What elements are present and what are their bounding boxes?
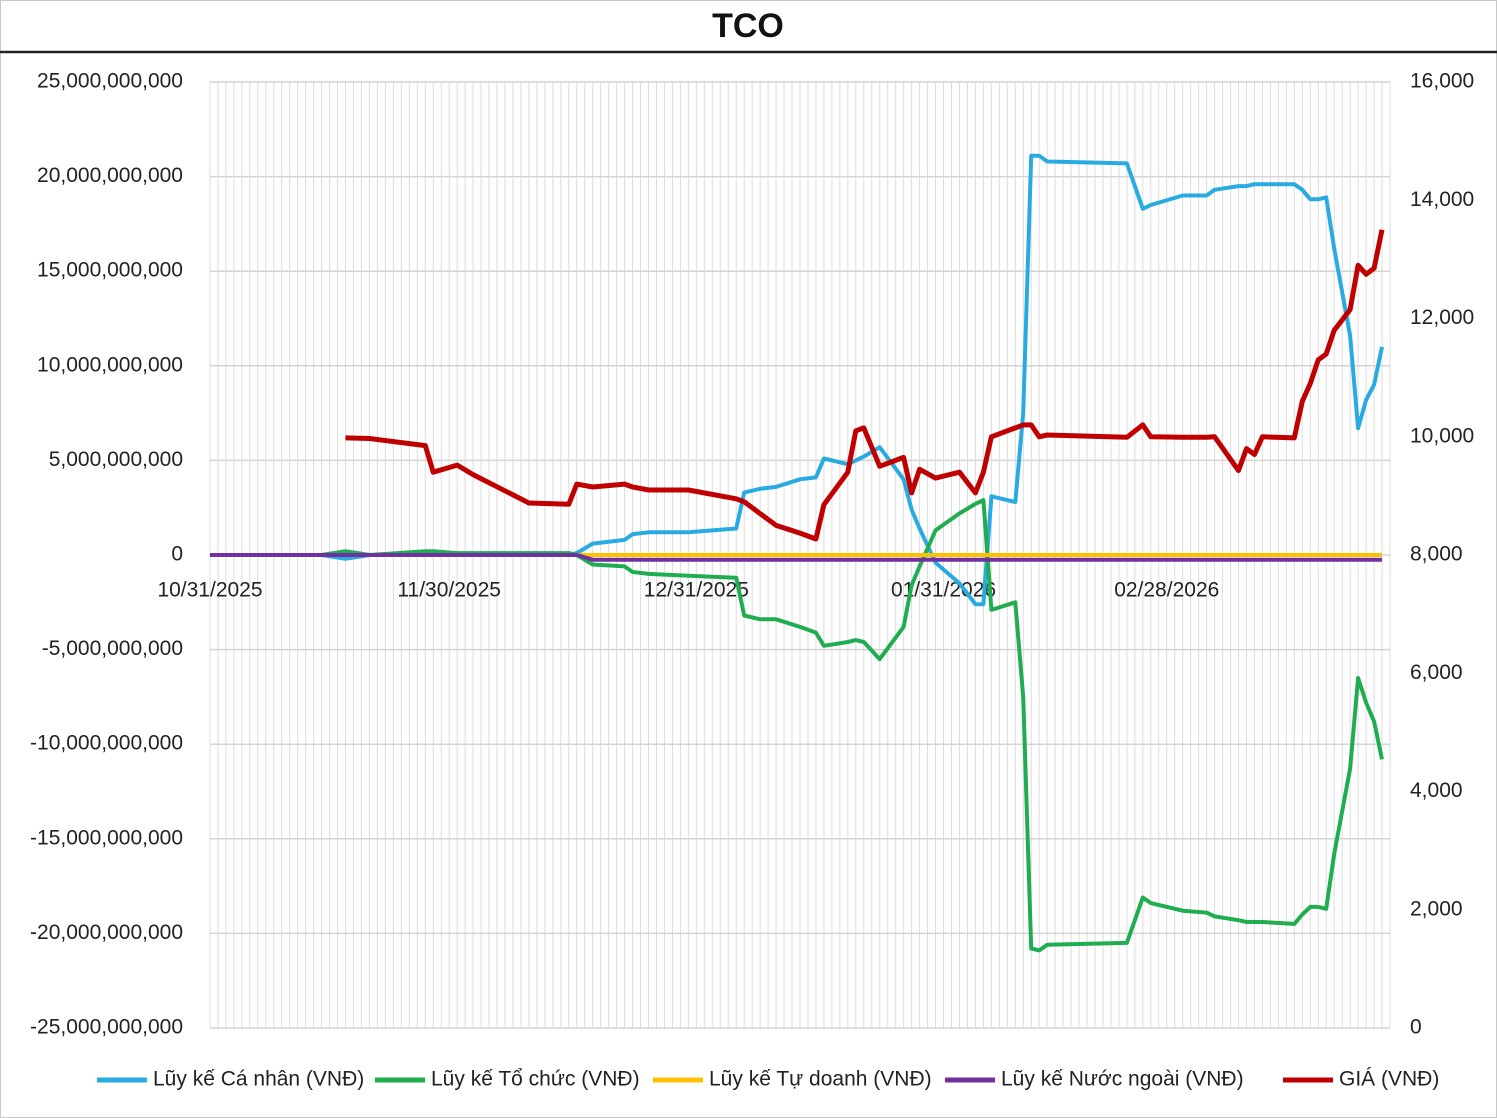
- y-tick-label: 15,000,000,000: [37, 259, 183, 282]
- x-tick-label: 10/31/2025: [157, 579, 262, 602]
- y-tick-label: 25,000,000,000: [37, 70, 183, 93]
- y2-tick-label: 2,000: [1410, 897, 1463, 920]
- x-tick-label: 11/30/2025: [397, 579, 501, 602]
- y2-tick-label: 16,000: [1410, 70, 1474, 93]
- y-tick-label: 10,000,000,000: [37, 353, 183, 376]
- y-tick-label: 20,000,000,000: [37, 164, 183, 187]
- y2-tick-label: 12,000: [1410, 306, 1474, 329]
- y2-tick-label: 8,000: [1410, 543, 1463, 566]
- chart-title: TCO: [712, 7, 784, 45]
- legend-label: Lũy kế Cá nhân (VNĐ): [153, 1068, 364, 1091]
- y-tick-label: -15,000,000,000: [30, 826, 183, 849]
- x-tick-label: 02/28/2026: [1114, 579, 1219, 602]
- series-line: [210, 553, 1382, 562]
- y-tick-label: -20,000,000,000: [30, 921, 183, 944]
- x-tick-label: 01/31/2026: [891, 579, 996, 602]
- legend-label: Lũy kế Tự doanh (VNĐ): [709, 1068, 932, 1091]
- y-tick-label: 0: [171, 543, 183, 566]
- y2-tick-label: 6,000: [1410, 661, 1463, 684]
- y-tick-label: 5,000,000,000: [49, 448, 183, 471]
- x-tick-label: 12/31/2025: [644, 579, 749, 602]
- y2-tick-label: 14,000: [1410, 188, 1474, 211]
- y-tick-label: -25,000,000,000: [30, 1016, 183, 1039]
- legend-label: Lũy kế Nước ngoài (VNĐ): [1001, 1068, 1244, 1091]
- legend-label: GIÁ (VNĐ): [1339, 1068, 1439, 1091]
- y-tick-label: -10,000,000,000: [30, 732, 183, 755]
- series-line: [345, 229, 1385, 542]
- y2-tick-label: 10,000: [1410, 424, 1474, 447]
- y-tick-label: -5,000,000,000: [42, 637, 183, 660]
- y2-tick-label: 4,000: [1410, 779, 1463, 802]
- y2-tick-label: 0: [1410, 1016, 1422, 1039]
- legend-label: Lũy kế Tổ chức (VNĐ): [431, 1068, 640, 1091]
